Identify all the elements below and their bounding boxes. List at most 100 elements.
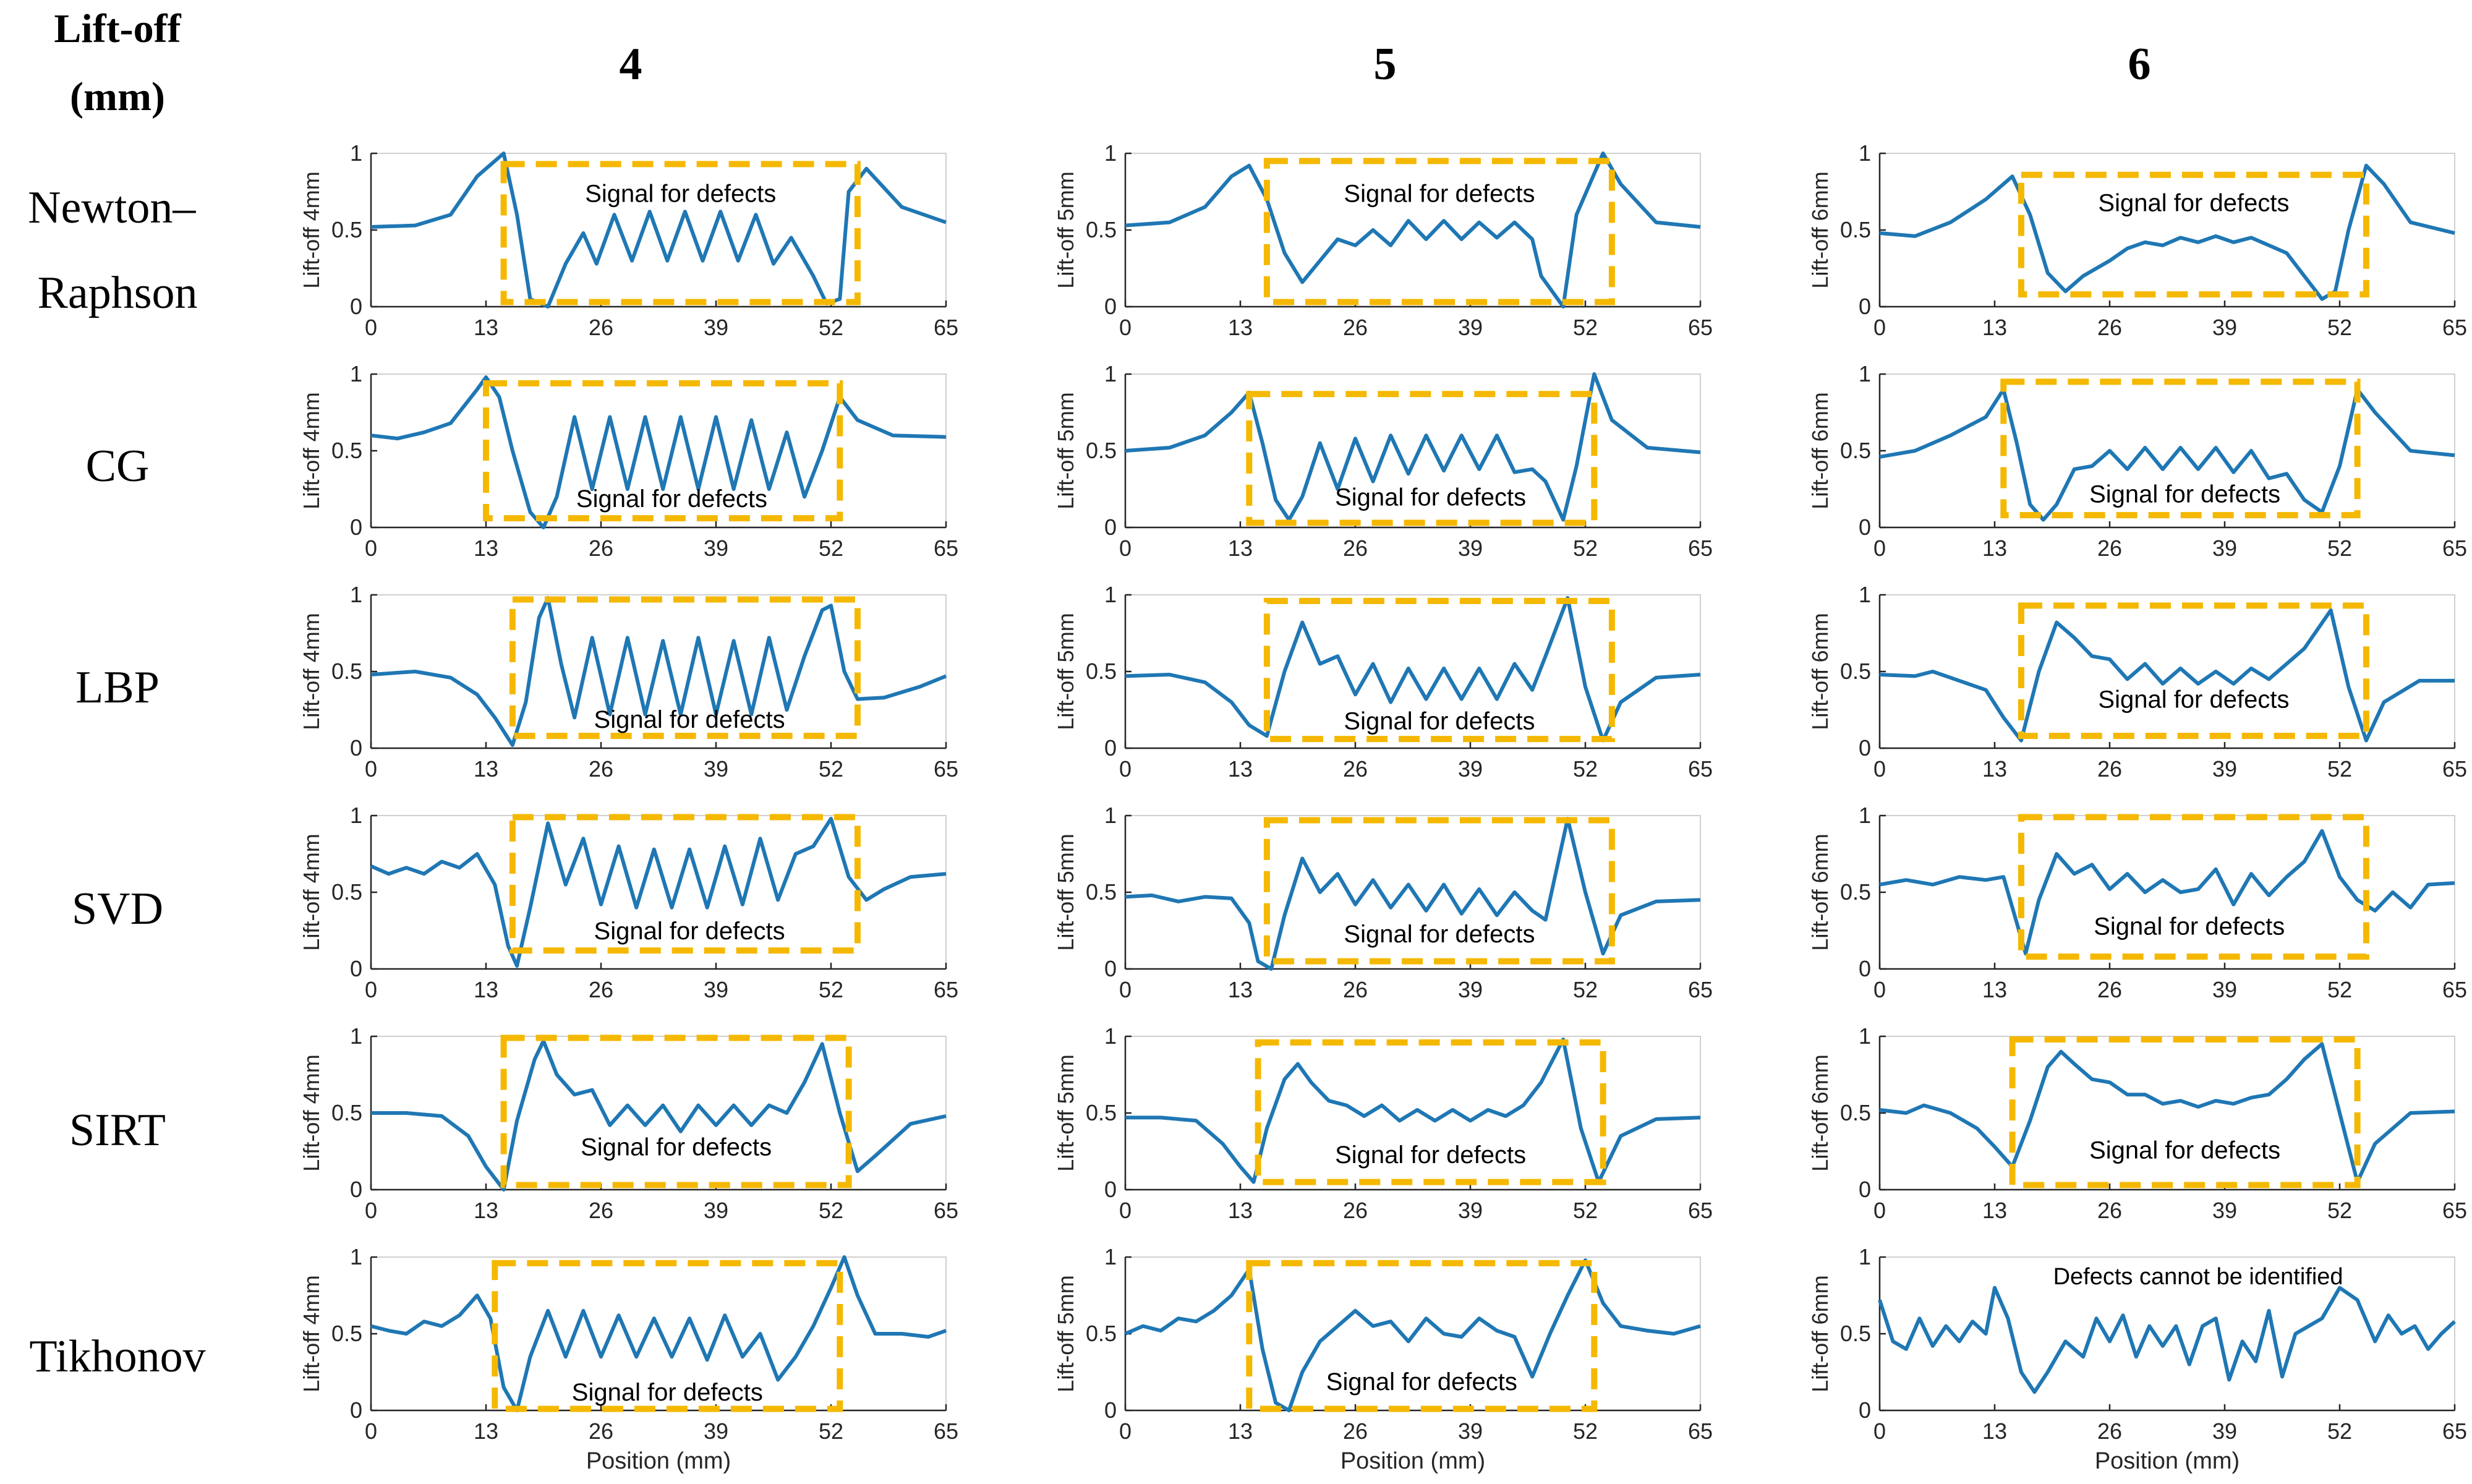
panel-newton-raphson-4-defect-box-label: Signal for defects (585, 180, 776, 207)
column-header-6: 6 (2128, 39, 2151, 90)
panel-svd-5-y-axis-label: Lift-off 5mm (1053, 834, 1078, 950)
panel-sirt-4-y-axis-label: Lift-off 4mm (299, 1054, 324, 1171)
panel-sirt-6-x-tick-label-52: 52 (2327, 1198, 2352, 1223)
panel-tikhonov-6-x-tick-label-26: 26 (2097, 1418, 2122, 1444)
panel-tikhonov-5-x-tick-label-65: 65 (1688, 1418, 1713, 1444)
panel-lbp-5-x-tick-label-26: 26 (1343, 756, 1368, 782)
panel-tikhonov-6-x-tick-label-0: 0 (1873, 1418, 1886, 1444)
panel-newton-raphson-4-y-tick-label-0: 0 (350, 294, 362, 319)
panel-sirt-5-x-tick-label-39: 39 (1458, 1198, 1483, 1223)
panel-lbp-6-x-tick-label-39: 39 (2212, 756, 2237, 782)
panel-newton-raphson-5-x-tick-label-0: 0 (1119, 315, 1132, 340)
panel-lbp-4-x-tick-label-0: 0 (365, 756, 377, 782)
panel-newton-raphson-5-x-tick-label-26: 26 (1343, 315, 1368, 340)
panel-lbp-4-x-tick-label-39: 39 (704, 756, 728, 782)
panel-lbp-6-defect-box (2018, 602, 2369, 740)
row-label-newton-raphson-line-2: Raphson (38, 268, 198, 318)
panel-lbp-6-y-axis-label: Lift-off 6mm (1807, 613, 1833, 730)
panel-newton-raphson-5-signal-line (1125, 151, 1701, 309)
panel-cg-4-x-tick-label-13: 13 (474, 535, 498, 561)
panel-sirt-4-x-tick-label-13: 13 (474, 1198, 498, 1223)
panel-tikhonov-5-y-tick-label-0-5: 0.5 (1086, 1321, 1117, 1346)
panel-lbp-5-x-tick-label-0: 0 (1119, 756, 1132, 782)
panel-newton-raphson-4: 0 13 26 39 52 65 0 0.5 1 Lift-off 4mm Signal for d… (299, 140, 958, 340)
panel-sirt-5-y-tick-label-1: 1 (1104, 1023, 1117, 1049)
panel-lbp-4-y-tick-label-0: 0 (350, 735, 362, 761)
panel-newton-raphson-6-x-tick-label-26: 26 (2097, 315, 2122, 340)
panel-svd-6: 0 13 26 39 52 65 0 0.5 1 Lift-off 6mm Signal for d… (1807, 803, 2467, 1002)
panel-tikhonov-6-x-tick-label-13: 13 (1982, 1418, 2007, 1444)
panel-newton-raphson-6-y-tick-label-0-5: 0.5 (1840, 217, 1871, 242)
panel-newton-raphson-6-x-tick-label-39: 39 (2212, 315, 2237, 340)
panel-svd-4-x-tick-label-13: 13 (474, 977, 498, 1002)
panel-tikhonov-4-y-tick-label-0-5: 0.5 (331, 1321, 362, 1346)
panel-lbp-4-defect-box (509, 596, 861, 740)
panel-svd-6-x-tick-label-0: 0 (1873, 977, 1886, 1002)
panel-newton-raphson-5: 0 13 26 39 52 65 0 0.5 1 Lift-off 5mm Signal for d… (1053, 140, 1713, 340)
panel-lbp-4: 0 13 26 39 52 65 0 0.5 1 Lift-off 4mm Signal for d… (299, 582, 958, 782)
panel-newton-raphson-5-x-tick-label-52: 52 (1573, 315, 1598, 340)
panel-cg-5-x-tick-label-0: 0 (1119, 535, 1132, 561)
panel-cg-4-signal-line (370, 375, 947, 529)
row-label-newton-raphson: Newton– Raphson (28, 182, 207, 318)
panel-svd-4-x-tick-label-26: 26 (589, 977, 613, 1002)
panel-cg-4-y-tick-label-0-5: 0.5 (331, 438, 362, 463)
panel-cg-5-y-tick-label-0-5: 0.5 (1086, 438, 1117, 463)
panel-sirt-4-y-tick-label-0-5: 0.5 (331, 1100, 362, 1125)
panel-lbp-6-x-tick-label-13: 13 (1982, 756, 2007, 782)
panel-cg-6-y-tick-label-0-5: 0.5 (1840, 438, 1871, 463)
panel-sirt-4-defect-box (500, 1034, 852, 1188)
panel-svd-5-defect-box (1263, 817, 1615, 965)
panel-newton-raphson-5-y-tick-label-0: 0 (1104, 294, 1117, 319)
panel-newton-raphson-6-y-tick-label-1: 1 (1859, 140, 1871, 166)
panel-tikhonov-4-x-tick-label-26: 26 (589, 1418, 613, 1444)
row-label-lbp: LBP (75, 662, 160, 713)
panel-newton-raphson-4-x-tick-label-13: 13 (474, 315, 498, 340)
panel-svd-5-x-tick-label-39: 39 (1458, 977, 1483, 1002)
panel-lbp-4-y-tick-label-0-5: 0.5 (331, 659, 362, 684)
panel-tikhonov-4-x-tick-label-39: 39 (704, 1418, 728, 1444)
panel-lbp-6-x-tick-label-0: 0 (1873, 756, 1886, 782)
lift-off-header-unit: (mm) (70, 74, 165, 119)
panel-newton-raphson-4-x-tick-label-0: 0 (365, 315, 377, 340)
panel-sirt-4-x-tick-label-26: 26 (589, 1198, 613, 1223)
panel-lbp-5-y-tick-label-0: 0 (1104, 735, 1117, 761)
panel-newton-raphson-6-defect-box (2018, 171, 2369, 298)
panel-svd-6-defect-box-label: Signal for defects (2094, 913, 2285, 940)
panel-tikhonov-4-x-axis-label: Position (mm) (586, 1448, 731, 1474)
panel-newton-raphson-5-x-tick-label-13: 13 (1228, 315, 1253, 340)
panel-svd-4-y-tick-label-0: 0 (350, 956, 362, 981)
panel-svd-5-y-tick-label-0: 0 (1104, 956, 1117, 981)
panel-svd-4-y-tick-label-1: 1 (350, 803, 362, 828)
panel-cg-4-x-tick-label-39: 39 (704, 535, 728, 561)
panel-cg-6-defect-box-label: Signal for defects (2089, 480, 2280, 508)
panel-cg-5-x-tick-label-65: 65 (1688, 535, 1713, 561)
panel-sirt-5-defect-box-label: Signal for defects (1335, 1141, 1526, 1169)
panel-newton-raphson-4-x-tick-label-52: 52 (819, 315, 843, 340)
panel-tikhonov-5-signal-line (1124, 1258, 1701, 1412)
panel-sirt-6-x-tick-label-26: 26 (2097, 1198, 2122, 1223)
panel-svd-4-signal-line (370, 817, 947, 968)
panel-sirt-5-signal-line (1125, 1038, 1701, 1184)
panel-svd-4-x-tick-label-39: 39 (704, 977, 728, 1002)
panel-sirt-6-y-axis-label: Lift-off 6mm (1807, 1054, 1833, 1171)
panel-sirt-4-y-tick-label-1: 1 (350, 1023, 362, 1049)
panel-sirt-5-x-tick-label-65: 65 (1688, 1198, 1713, 1223)
panel-sirt-4-defect-box-label: Signal for defects (581, 1134, 772, 1161)
panel-sirt-4-y-tick-label-0: 0 (350, 1177, 362, 1202)
panel-sirt-5-y-tick-label-0: 0 (1104, 1177, 1117, 1202)
panel-svd-6-y-tick-label-1: 1 (1859, 803, 1871, 828)
panel-newton-raphson-6: 0 13 26 39 52 65 0 0.5 1 Lift-off 6mm Signal for d… (1807, 140, 2467, 340)
panel-lbp-4-x-tick-label-26: 26 (589, 756, 613, 782)
panel-cg-4-x-tick-label-52: 52 (819, 535, 843, 561)
lift-off-header-title: Lift-off (54, 6, 181, 51)
panel-sirt-5-y-axis-label: Lift-off 5mm (1053, 1054, 1078, 1171)
panel-lbp-6-x-tick-label-26: 26 (2097, 756, 2122, 782)
panel-tikhonov-4-x-tick-label-0: 0 (365, 1418, 377, 1444)
panel-svd-5: 0 13 26 39 52 65 0 0.5 1 Lift-off 5mm Signal for d… (1053, 803, 1713, 1002)
panel-sirt-5: 0 13 26 39 52 65 0 0.5 1 Lift-off 5mm Signal for d… (1053, 1023, 1713, 1223)
panel-tikhonov-6-signal-line (1878, 1286, 2457, 1394)
row-label-cg: CG (86, 441, 150, 492)
panel-cg-4: 0 13 26 39 52 65 0 0.5 1 Lift-off 4mm Signal for d… (299, 361, 958, 561)
